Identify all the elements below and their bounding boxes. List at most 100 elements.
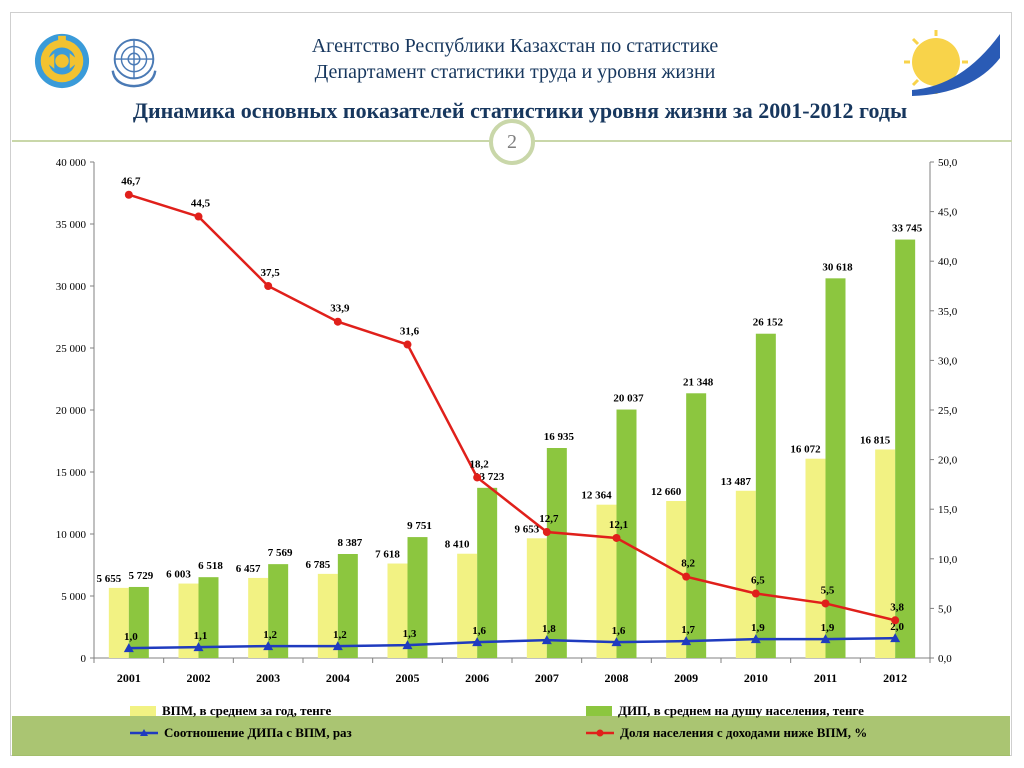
point-share — [542, 528, 551, 537]
x-tick-label: 2001 — [117, 671, 141, 685]
y-right-tick-label: 30,0 — [938, 355, 958, 367]
bar-label-dip: 9 751 — [407, 520, 432, 532]
point-label-share: 44,5 — [191, 198, 211, 210]
point-share — [403, 340, 412, 349]
point-label-ratio: 1,9 — [751, 622, 765, 634]
bar-label-vpm: 6 003 — [166, 569, 191, 581]
x-tick-label: 2010 — [744, 671, 768, 685]
point-share — [264, 282, 273, 290]
bar-dip — [337, 554, 358, 658]
bar-label-dip: 26 152 — [753, 317, 784, 329]
point-share — [194, 212, 203, 221]
y-left-tick-label: 0 — [81, 653, 87, 665]
point-label-share: 18,2 — [470, 458, 490, 470]
point-label-ratio: 1,7 — [681, 624, 695, 636]
legend-marker-ratio — [130, 729, 158, 736]
bar-vpm — [248, 577, 269, 658]
bar-label-vpm: 6 785 — [305, 559, 330, 571]
point-share — [612, 533, 621, 542]
bar-vpm — [735, 490, 756, 658]
point-label-ratio: 1,3 — [403, 628, 417, 640]
y-right-tick-label: 5,0 — [938, 603, 952, 615]
y-right-tick-label: 10,0 — [938, 554, 958, 566]
legend-swatch-vpm — [130, 706, 156, 716]
y-left-tick-label: 35 000 — [56, 219, 87, 231]
point-ratio — [611, 637, 622, 647]
bar-label-vpm: 8 410 — [445, 539, 470, 551]
point-label-share: 12,7 — [539, 513, 559, 525]
point-label-share: 37,5 — [261, 267, 281, 279]
point-ratio — [123, 643, 134, 653]
point-ratio — [193, 642, 204, 652]
bar-label-dip: 6 518 — [198, 560, 223, 572]
y-right-tick-label: 40,0 — [938, 256, 958, 268]
point-label-share: 6,5 — [751, 575, 765, 587]
point-label-share: 5,5 — [821, 584, 835, 596]
living-standards-chart: 0 5 000 10 000 15 000 20 000 25 000 30 000 35 0… — [56, 157, 958, 685]
bar-dip — [546, 448, 567, 658]
page-number: 2 — [489, 119, 535, 165]
bar-vpm — [666, 501, 687, 658]
legend-label-dip: ДИП, в среднем на душу населения, тенге — [618, 703, 864, 718]
bar-vpm — [317, 573, 338, 658]
x-tick-label: 2012 — [883, 671, 907, 685]
legend-item-dip: ДИП, в среднем на душу населения, тенге — [586, 703, 864, 719]
statistics-agency-logo-icon — [904, 30, 1000, 96]
x-tick-label: 2006 — [465, 671, 489, 685]
bar-dip — [825, 278, 846, 658]
bar-vpm — [875, 449, 896, 658]
point-ratio — [890, 633, 901, 643]
bar-label-vpm: 12 364 — [581, 490, 612, 502]
bar-vpm — [596, 504, 617, 658]
x-tick-label: 2003 — [256, 671, 280, 685]
point-ratio — [402, 640, 413, 650]
point-share — [751, 589, 760, 598]
x-tick-label: 2002 — [187, 671, 211, 685]
x-tick-label: 2008 — [605, 671, 629, 685]
point-label-share: 8,2 — [681, 558, 695, 570]
bar-vpm — [526, 538, 547, 658]
bar-vpm — [178, 583, 199, 658]
page-title: Динамика основных показателей статистики… — [132, 98, 908, 123]
bar-label-dip: 8 387 — [337, 537, 362, 549]
point-label-ratio: 1,1 — [194, 630, 208, 642]
bar-label-vpm: 13 487 — [721, 476, 752, 488]
point-ratio — [472, 637, 483, 647]
chart-legend: ВПМ, в среднем за год, тенге ДИП, в сред… — [12, 697, 1010, 751]
y-left-tick-label: 15 000 — [56, 467, 87, 479]
point-label-share: 31,6 — [400, 326, 420, 338]
legend-item-share: Доля населения с доходами ниже ВПМ, % — [586, 725, 867, 741]
point-share — [682, 572, 691, 581]
bar-label-vpm: 12 660 — [651, 486, 682, 498]
y-left-tick-label: 5 000 — [61, 591, 86, 603]
point-ratio — [750, 634, 761, 644]
department-name: Департамент статистики труда и уровня жи… — [314, 61, 716, 83]
point-label-share: 12,1 — [609, 519, 628, 531]
x-tick-label: 2004 — [326, 671, 350, 685]
point-ratio — [263, 641, 274, 651]
legend-background — [12, 716, 1010, 756]
y-left-tick-label: 10 000 — [56, 529, 87, 541]
bar-label-dip: 7 569 — [268, 547, 293, 559]
bar-dip — [686, 393, 707, 658]
bar-label-vpm: 6 457 — [236, 563, 261, 575]
line-ratio — [128, 636, 896, 650]
point-label-ratio: 1,0 — [124, 631, 138, 643]
agency-name: Агентство Республики Казахстан по статис… — [311, 35, 719, 57]
point-label-ratio: 1,8 — [542, 623, 556, 635]
point-label-share: 33,9 — [330, 303, 350, 315]
point-ratio — [681, 636, 692, 646]
point-share — [333, 317, 342, 326]
y-right-tick-label: 45,0 — [938, 207, 958, 219]
legend-label-vpm: ВПМ, в среднем за год, тенге — [162, 703, 332, 718]
point-ratio — [820, 634, 831, 644]
legend-item-vpm: ВПМ, в среднем за год, тенге — [130, 703, 331, 719]
line-share — [128, 193, 896, 622]
legend-swatch-dip — [586, 706, 612, 716]
x-tick-label: 2011 — [814, 671, 837, 685]
point-label-ratio: 1,2 — [333, 629, 347, 641]
bar-label-vpm: 9 653 — [514, 523, 539, 535]
bar-label-dip: 20 037 — [613, 393, 644, 405]
point-label-ratio: 1,9 — [821, 622, 835, 634]
bar-dip — [477, 487, 498, 658]
